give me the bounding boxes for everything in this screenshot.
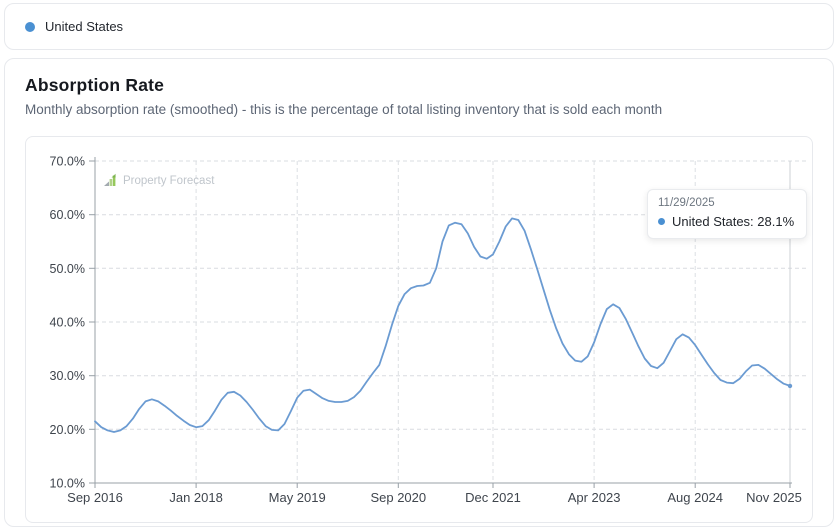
chart-subtitle: Monthly absorption rate (smoothed) - thi… [25, 102, 663, 117]
tooltip-date: 11/29/2025 [658, 197, 715, 209]
y-tick-label: 20.0% [50, 423, 85, 437]
chart-title: Absorption Rate [25, 75, 165, 95]
x-tick-label: Aug 2024 [667, 490, 723, 505]
legend-item-united-states[interactable]: United States [5, 4, 123, 49]
legend-bar: United States [4, 3, 834, 50]
y-tick-label: 40.0% [50, 316, 85, 330]
x-tick-label: Dec 2021 [465, 490, 521, 505]
absorption-rate-card: Absorption Rate Monthly absorption rate … [4, 58, 834, 527]
chart-container: 10.0% 20.0% 30.0% 40.0% 50.0% 60.0% 70.0% Sep 2… [25, 136, 813, 523]
x-tick-label: Jan 2018 [169, 490, 223, 505]
x-tick-label: Apr 2023 [568, 490, 621, 505]
x-tick-label: Nov 2025 [746, 490, 802, 505]
absorption-rate-chart[interactable]: 10.0% 20.0% 30.0% 40.0% 50.0% 60.0% 70.0% Sep 2… [26, 137, 814, 524]
y-tick-label: 10.0% [50, 477, 85, 491]
y-tick-label: 60.0% [50, 208, 85, 222]
tooltip-series-value: United States: 28.1% [672, 214, 795, 229]
chart-tooltip: 11/29/2025 United States: 28.1% [647, 189, 808, 239]
x-tick-label: Sep 2016 [67, 490, 123, 505]
y-tick-label: 30.0% [50, 369, 85, 383]
y-tick-label: 50.0% [50, 262, 85, 276]
x-tick-label: May 2019 [269, 490, 326, 505]
series-line-united-states[interactable] [94, 217, 791, 433]
tooltip-series-row: United States: 28.1% [658, 214, 794, 229]
legend-series-label: United States [45, 19, 124, 34]
x-tick-label: Sep 2020 [370, 490, 426, 505]
tooltip-series-dot [658, 218, 665, 225]
hover-point[interactable] [787, 383, 793, 389]
legend-series-dot [25, 21, 35, 32]
y-tick-label: 70.0% [50, 155, 85, 169]
